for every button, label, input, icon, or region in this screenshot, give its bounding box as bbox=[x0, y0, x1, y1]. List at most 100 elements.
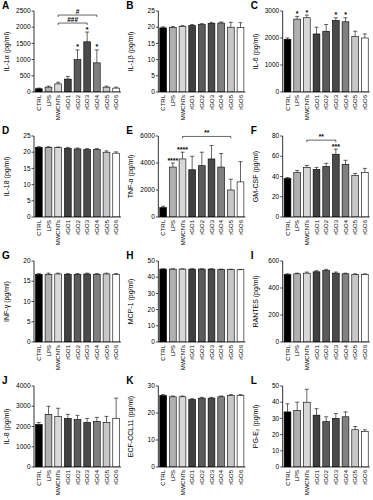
error-bar bbox=[229, 394, 233, 396]
x-tick-label: rGO3 bbox=[333, 469, 339, 484]
x-tick-label: CTRL bbox=[160, 344, 166, 360]
y-tick-label: 2500 bbox=[16, 7, 31, 14]
x-tick-label: rGO1 bbox=[65, 94, 71, 109]
y-tick-label: 0 bbox=[276, 213, 280, 220]
error-bar bbox=[171, 395, 175, 397]
x-axis bbox=[283, 217, 370, 218]
bar bbox=[74, 419, 81, 467]
x-tick-label: CTRL bbox=[36, 94, 42, 110]
x-tick-label: rGO5 bbox=[228, 469, 234, 484]
error-bar bbox=[295, 170, 299, 172]
error-bar bbox=[66, 414, 70, 418]
marks bbox=[284, 389, 368, 467]
y-tick-label: 20 bbox=[148, 409, 156, 416]
x-tick-label: CTRL bbox=[160, 469, 166, 485]
bar bbox=[342, 164, 349, 217]
y-tick-label: 50 bbox=[272, 382, 280, 389]
x-tick-label: rGO1 bbox=[189, 469, 195, 484]
error-bar bbox=[46, 86, 50, 88]
bar bbox=[323, 270, 330, 342]
x-tick-label: rGO3 bbox=[209, 469, 215, 484]
y-tick-label: 1500 bbox=[16, 40, 31, 47]
y-axis-label: IL-8 (pg/ml) bbox=[3, 409, 11, 445]
error-bar bbox=[314, 409, 318, 415]
bar bbox=[113, 88, 120, 92]
x-tick-label: rGO2 bbox=[199, 94, 205, 109]
x-tick-label: rGO3 bbox=[209, 94, 215, 109]
error-bar bbox=[180, 152, 184, 159]
bar bbox=[84, 422, 91, 467]
significance: * bbox=[305, 9, 308, 16]
error-bar bbox=[161, 206, 165, 207]
panel-letter: F bbox=[251, 125, 257, 136]
bar bbox=[169, 28, 176, 92]
error-bar bbox=[295, 273, 299, 275]
y-tick-label: 10 bbox=[272, 447, 280, 454]
error-bar bbox=[324, 417, 328, 422]
panel: DIL-18 (pg/ml)0510152025CTRLLPSMWCNTsrGO… bbox=[2, 125, 121, 245]
bar bbox=[55, 416, 62, 467]
bar bbox=[323, 31, 330, 92]
y-tick-label: 2000 bbox=[16, 23, 31, 30]
y-axis bbox=[34, 136, 35, 217]
error-bar bbox=[171, 268, 175, 269]
error-bar bbox=[104, 86, 108, 88]
x-tick-label: rGO2 bbox=[323, 94, 329, 109]
x-tick-label: rGO1 bbox=[189, 344, 195, 359]
y-tick-label: 10 bbox=[148, 322, 156, 329]
bar bbox=[35, 274, 42, 342]
x-tick-label: rGO2 bbox=[75, 344, 81, 359]
error-bar bbox=[190, 156, 194, 170]
x-axis bbox=[158, 217, 245, 218]
error-bar bbox=[324, 25, 328, 32]
y-tick-label: 0 bbox=[27, 338, 31, 345]
x-tick-label: rGO3 bbox=[84, 344, 90, 359]
marks bbox=[160, 145, 244, 217]
y-tick-label: 1000 bbox=[265, 61, 280, 68]
bar bbox=[227, 395, 234, 467]
y-tick-label: 4000 bbox=[16, 382, 31, 389]
marks bbox=[284, 149, 368, 217]
y-tick-label: 400 bbox=[268, 284, 279, 291]
error-bar bbox=[209, 22, 213, 24]
x-tick-label: rGO1 bbox=[65, 469, 71, 484]
x-tick-label: rGO4 bbox=[218, 469, 224, 484]
x-tick-label: MWCNTs bbox=[180, 470, 186, 495]
bar bbox=[218, 269, 225, 342]
error-bar bbox=[314, 167, 318, 169]
error-bar bbox=[114, 152, 118, 153]
error-bar bbox=[46, 406, 50, 414]
x-tick-label: MWCNTs bbox=[180, 220, 186, 245]
y-tick-label: 40 bbox=[148, 273, 156, 280]
error-bar bbox=[363, 34, 367, 38]
y-tick-label: 20 bbox=[148, 306, 156, 313]
panel-letter: B bbox=[126, 0, 133, 11]
bar bbox=[313, 415, 320, 467]
marks bbox=[284, 269, 368, 342]
y-axis-label: IL-1β (pg/ml) bbox=[127, 32, 135, 72]
x-tick-label: rGO5 bbox=[352, 469, 358, 484]
bar bbox=[45, 147, 52, 217]
y-tick-label: 10 bbox=[148, 436, 156, 443]
y-tick-label: 20 bbox=[148, 23, 156, 30]
x-tick-label: rGO5 bbox=[104, 94, 110, 109]
x-tick-label: rGO4 bbox=[94, 344, 100, 359]
error-bar bbox=[285, 273, 289, 275]
y-tick-label: 15 bbox=[148, 40, 156, 47]
panel-letter: K bbox=[126, 375, 134, 386]
x-tick-label: rGO5 bbox=[228, 344, 234, 359]
bar bbox=[198, 166, 205, 217]
bar bbox=[342, 22, 349, 92]
x-tick-label: MWCNTs bbox=[304, 95, 310, 120]
error-bar bbox=[180, 25, 184, 27]
bar bbox=[227, 27, 234, 92]
marks bbox=[160, 22, 244, 92]
x-axis bbox=[34, 92, 121, 93]
x-tick-label: rGO2 bbox=[323, 219, 329, 234]
x-tick-label: rGO3 bbox=[333, 344, 339, 359]
y-axis bbox=[282, 136, 283, 217]
error-bar bbox=[363, 168, 367, 172]
panel-letter: J bbox=[2, 375, 8, 386]
x-tick-label: rGO6 bbox=[238, 469, 244, 484]
error-bar bbox=[219, 154, 223, 168]
